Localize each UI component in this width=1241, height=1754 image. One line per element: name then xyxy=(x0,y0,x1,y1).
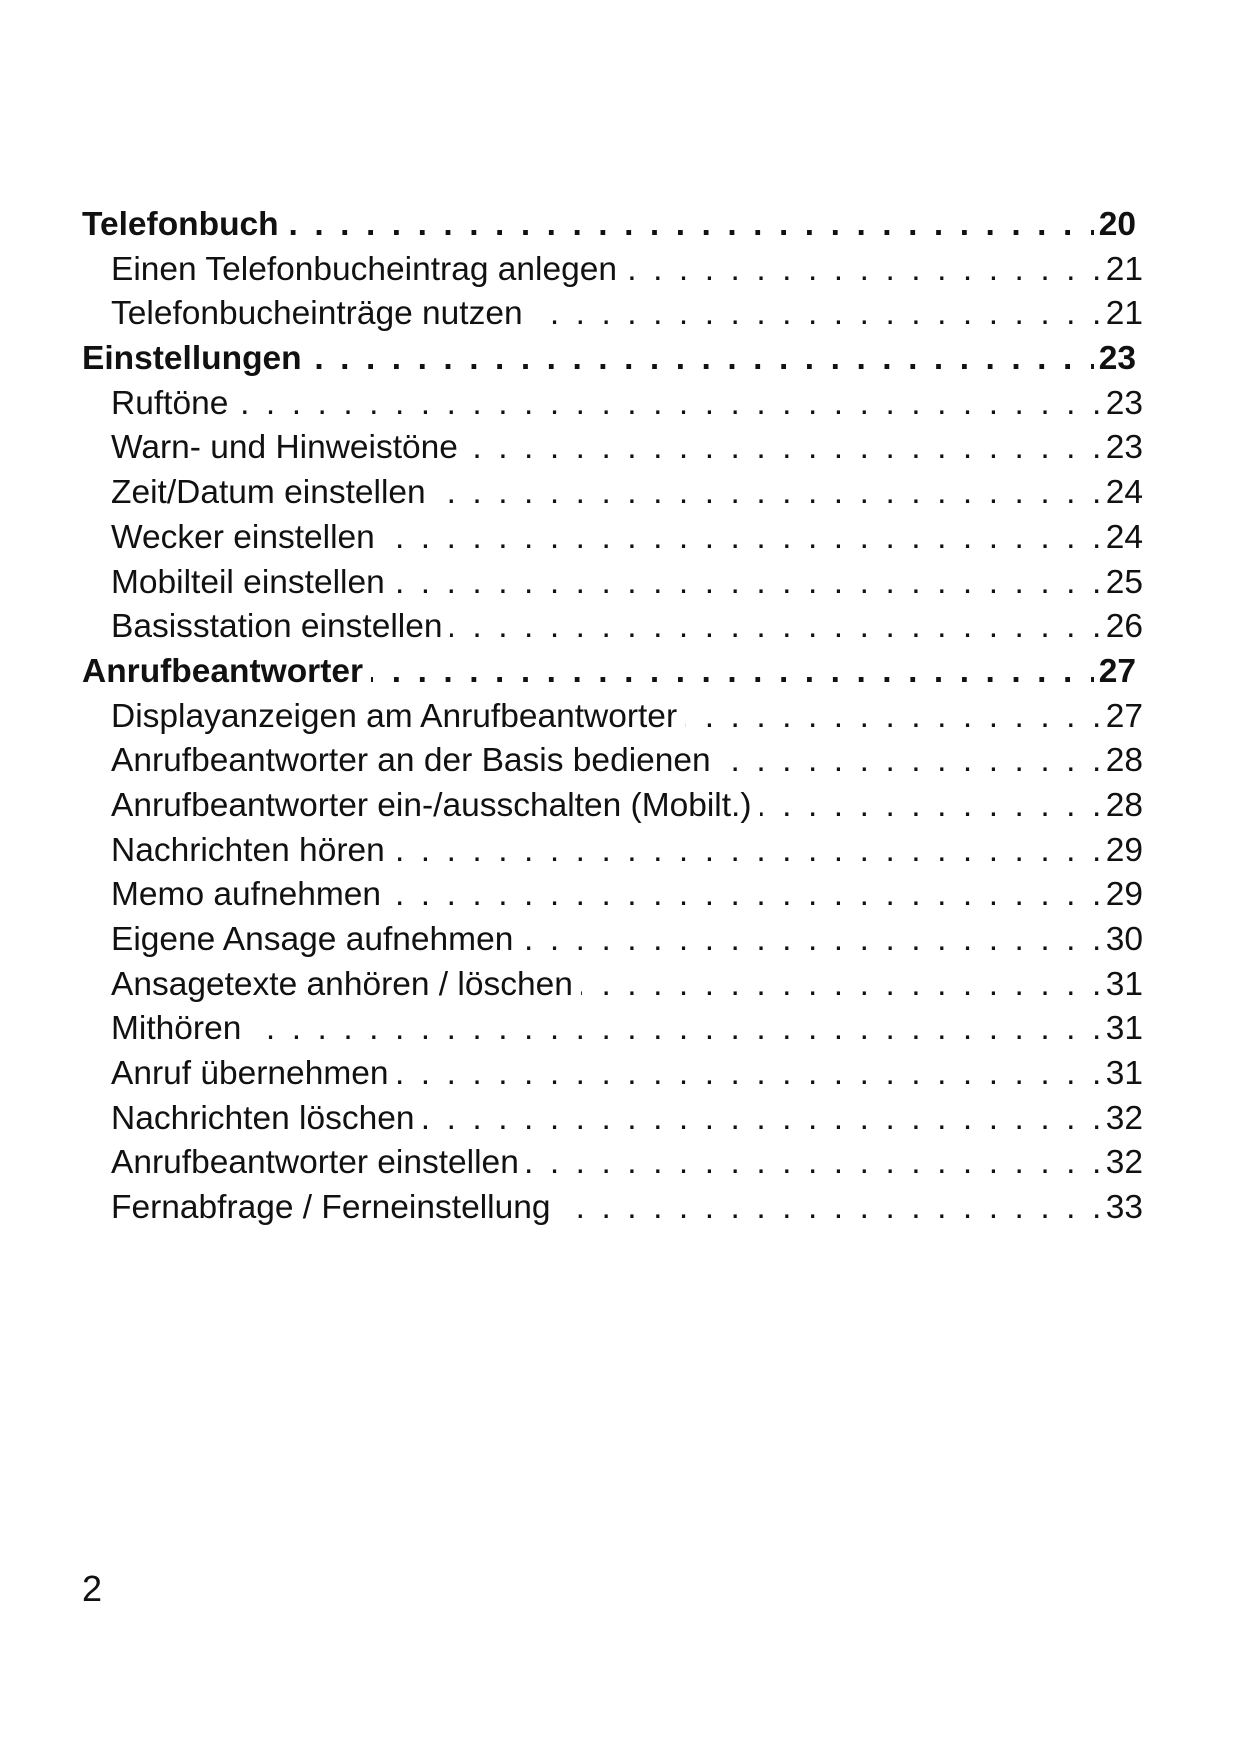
toc-page-number: 29 xyxy=(1100,873,1143,919)
toc-entry-title: Telefonbucheinträge nutzen xyxy=(111,292,531,338)
toc-entry[interactable]: . . . . . . . . . . . . . . . . . . . . … xyxy=(0,560,1241,606)
toc-section-heading[interactable]: . . . . . . . . . . . . . . . . . . . . … xyxy=(0,649,1241,695)
toc-entry[interactable]: . . . . . . . . . . . . . . . . . . . . … xyxy=(0,783,1241,829)
toc-page-number: 30 xyxy=(1100,918,1143,963)
toc-page-number: 24 xyxy=(1100,515,1143,561)
toc-entry[interactable]: . . . . . . . . . . . . . . . . . . . . … xyxy=(0,1096,1241,1142)
toc-page-number: 27 xyxy=(1100,694,1143,740)
toc-entry[interactable]: . . . . . . . . . . . . . . . . . . . . … xyxy=(0,381,1241,427)
toc-dot-leader: . . . . . . . . . . . . . . . . . . . . … xyxy=(111,1010,1144,1048)
toc-entry-title: Fernabfrage / Ferneinstellung xyxy=(111,1186,559,1231)
toc-entry-title: Basisstation einstellen xyxy=(111,605,451,650)
toc-section-heading[interactable]: . . . . . . . . . . . . . . . . . . . . … xyxy=(0,337,1241,382)
toc-entry[interactable]: . . . . . . . . . . . . . . . . . . . . … xyxy=(0,828,1241,874)
toc-entry-title: Ruftöne xyxy=(111,381,237,427)
toc-entry-title: Nachrichten hören xyxy=(111,828,393,874)
toc-page-number: 32 xyxy=(1100,1096,1143,1142)
toc-entry-title: Wecker einstellen xyxy=(111,515,383,561)
toc-dot-leader: . . . . . . . . . . . . . . . . . . . . … xyxy=(111,384,1144,422)
toc-page-number: 23 xyxy=(1100,426,1143,472)
toc-page-number: 28 xyxy=(1100,783,1143,829)
toc-page-number: 24 xyxy=(1100,471,1143,516)
toc-entry-title: Memo aufnehmen xyxy=(111,873,390,919)
toc-entry[interactable]: . . . . . . . . . . . . . . . . . . . . … xyxy=(0,1052,1241,1097)
toc-page-number: 29 xyxy=(1100,828,1143,874)
toc-entry[interactable]: . . . . . . . . . . . . . . . . . . . . … xyxy=(0,247,1241,293)
toc-entry-title: Displayanzeigen am Anrufbeantworter xyxy=(111,694,686,740)
toc-page-number: 20 xyxy=(1093,203,1136,248)
toc-entry-title: Telefonbuch xyxy=(82,203,287,248)
toc-entry[interactable]: . . . . . . . . . . . . . . . . . . . . … xyxy=(0,426,1241,472)
toc-entry-title: Anrufbeantworter an der Basis bedienen xyxy=(111,739,719,784)
toc-entry[interactable]: . . . . . . . . . . . . . . . . . . . . … xyxy=(0,694,1241,740)
toc-page-number: 32 xyxy=(1100,1141,1143,1187)
toc-page-number: 26 xyxy=(1100,605,1143,650)
toc-entry[interactable]: . . . . . . . . . . . . . . . . . . . . … xyxy=(0,1186,1241,1231)
toc-page-number: 23 xyxy=(1093,337,1136,382)
toc-entry[interactable]: . . . . . . . . . . . . . . . . . . . . … xyxy=(0,962,1241,1008)
toc-entry-title: Zeit/Datum einstellen xyxy=(111,471,434,516)
toc-section-heading[interactable]: . . . . . . . . . . . . . . . . . . . . … xyxy=(0,203,1241,248)
table-of-contents: . . . . . . . . . . . . . . . . . . . . … xyxy=(0,203,1241,1231)
toc-entry[interactable]: . . . . . . . . . . . . . . . . . . . . … xyxy=(0,918,1241,963)
toc-entry-title: Eigene Ansage aufnehmen xyxy=(111,918,522,963)
toc-entry-title: Mobilteil einstellen xyxy=(111,560,393,606)
toc-page-number: 33 xyxy=(1100,1186,1143,1231)
toc-page-number: 31 xyxy=(1100,1052,1143,1097)
toc-entry-title: Einen Telefonbucheintrag anlegen xyxy=(111,247,626,293)
toc-entry[interactable]: . . . . . . . . . . . . . . . . . . . . … xyxy=(0,1141,1241,1187)
toc-entry[interactable]: . . . . . . . . . . . . . . . . . . . . … xyxy=(0,873,1241,919)
toc-page-number: 23 xyxy=(1100,381,1143,427)
toc-page-number: 25 xyxy=(1100,560,1143,606)
toc-entry-title: Ansagetexte anhören / löschen xyxy=(111,962,581,1008)
toc-entry-title: Anrufbeantworter ein-/ausschalten (Mobil… xyxy=(111,783,760,829)
toc-entry[interactable]: . . . . . . . . . . . . . . . . . . . . … xyxy=(0,515,1241,561)
toc-entry[interactable]: . . . . . . . . . . . . . . . . . . . . … xyxy=(0,605,1241,650)
toc-entry[interactable]: . . . . . . . . . . . . . . . . . . . . … xyxy=(0,1007,1241,1053)
page-number: 2 xyxy=(82,1568,103,1609)
toc-page-number: 31 xyxy=(1100,962,1143,1008)
toc-entry-title: Nachrichten löschen xyxy=(111,1096,423,1142)
toc-page-number: 21 xyxy=(1100,292,1143,338)
toc-page-number: 27 xyxy=(1093,649,1136,695)
toc-entry[interactable]: . . . . . . . . . . . . . . . . . . . . … xyxy=(0,292,1241,338)
toc-entry[interactable]: . . . . . . . . . . . . . . . . . . . . … xyxy=(0,471,1241,516)
toc-entry-title: Anruf übernehmen xyxy=(111,1052,397,1097)
toc-page-number: 28 xyxy=(1100,739,1143,784)
toc-page-number: 21 xyxy=(1100,247,1143,293)
toc-entry[interactable]: . . . . . . . . . . . . . . . . . . . . … xyxy=(0,739,1241,784)
toc-entry-title: Anrufbeantworter xyxy=(82,649,372,695)
toc-entry-title: Warn- und Hinweistöne xyxy=(111,426,466,472)
toc-entry-title: Einstellungen xyxy=(82,337,310,382)
toc-entry-title: Anrufbeantworter einstellen xyxy=(111,1141,527,1187)
toc-entry-title: Mithören xyxy=(111,1007,250,1053)
toc-page-number: 31 xyxy=(1100,1007,1143,1053)
